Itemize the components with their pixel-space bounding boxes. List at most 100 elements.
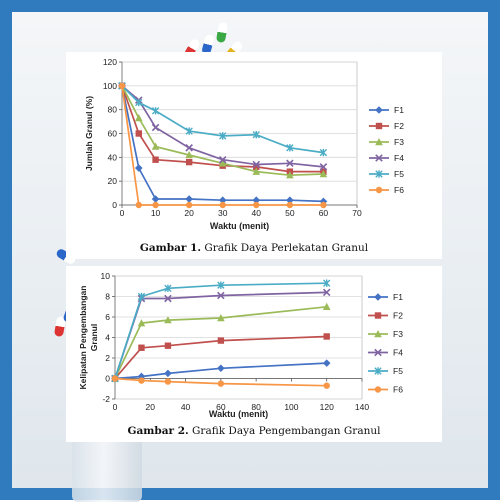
chart-2-data-point-f3 [217, 314, 225, 322]
chart-2-data-point-f2 [138, 344, 145, 351]
chart-2-data-point-f3 [137, 319, 146, 327]
chart-1-series-line-f3 [121, 85, 324, 177]
chart-2-legend-marker-f3 [374, 330, 382, 338]
chart-2-x-tick-label: 60 [216, 402, 226, 412]
chart-2-data-point-f3 [164, 316, 172, 324]
chart-1-series-f3 [118, 81, 328, 179]
chart-1-x-tick-label: 40 [252, 208, 262, 218]
chart-1-x-tick-label: 0 [120, 208, 125, 218]
chart-2-y-tick-label: 0 [105, 374, 110, 384]
figure-2-card: -2 0 2 4 6 8 10 0 20 40 60 80 100 120 140 Waktu (menit)… [66, 266, 442, 442]
chart-1-data-point-f1 [252, 196, 261, 205]
chart-1-legend-marker-f3 [375, 138, 383, 146]
chart-2-legend-label-f5: F5 [393, 366, 403, 376]
chart-2-data-point-f5 [137, 292, 146, 301]
chart-1-data-point-f5 [286, 144, 294, 152]
chart-2-data-point-f5 [323, 279, 331, 287]
chart-1-data-point-f3 [134, 114, 143, 122]
chart-2-legend-marker-f6 [374, 386, 382, 393]
chart-2-data-point-f5 [164, 284, 172, 292]
chart-1-data-point-f2 [253, 163, 260, 171]
chart-1-y-tick-label: 60 [108, 129, 118, 139]
chart-1-data-point-f3 [286, 171, 294, 179]
chart-2-series-f6 [111, 375, 330, 389]
chart-2-y-tick-label: 10 [101, 271, 111, 281]
figure-2-caption: Gambar 2. Grafik Daya Pengembangan Granu… [127, 425, 381, 437]
chart-2-y-axis-title: Kelipatan Pengembangan [78, 286, 88, 390]
chart-2-x-tick-label: 140 [355, 402, 369, 412]
chart-2-data-point-f6 [138, 377, 145, 384]
chart-1-data-point-f2 [185, 158, 193, 166]
chart-2-x-axis-title: Waktu (menit) [209, 409, 268, 419]
chart-2-x-tick-label: 120 [320, 402, 334, 412]
chart-1-data-point-f5 [135, 98, 143, 107]
chart-2-data-point-f1 [322, 359, 331, 367]
chart-1-data-point-f3 [252, 167, 261, 175]
figure-1-card: 0 20 40 60 80 100 120 0 10 20 30 40 50 60 70 Waktu (men… [66, 52, 442, 259]
chart-1-data-point-f4 [151, 123, 160, 132]
chart-1-legend-marker-f2 [375, 122, 383, 130]
chart-1-legend-label-f4: F4 [394, 153, 404, 163]
chart-2-data-point-f3 [322, 302, 331, 310]
chart-2-data-point-f6 [111, 375, 119, 382]
chart-1-data-point-f6 [286, 201, 294, 209]
chart-2-series-f2 [111, 333, 330, 382]
chart-1-x-axis-title: Waktu (menit) [210, 221, 269, 231]
chart-2-x-tick-label: 20 [146, 402, 156, 412]
chart-1-data-point-f4 [252, 160, 261, 169]
chart-1-y-tick-label: 80 [108, 105, 118, 115]
chart-1-data-point-f6 [185, 201, 193, 209]
chart-2-legend-marker-f2 [374, 312, 382, 319]
chart-2-y-axis-title: Granul [89, 324, 99, 351]
chart-1-data-point-f5 [185, 127, 193, 135]
chart-1-y-tick-label: 100 [103, 81, 117, 91]
chart-1-data-point-f4 [218, 155, 227, 164]
chart-1-x-tick-label: 60 [319, 208, 329, 218]
chart-1-x-tick-label: 50 [285, 208, 295, 218]
chart-1-x-tick-label: 10 [151, 208, 161, 218]
chart-2-y-tick-label: -2 [102, 394, 110, 404]
chart-1-x-tick-label: 30 [218, 208, 228, 218]
chart-1-data-point-f1 [185, 195, 193, 203]
chart-1-data-point-f4 [286, 159, 294, 168]
chart-1-series-line-f1 [121, 85, 324, 203]
chart-1-data-point-f2 [135, 130, 142, 137]
chart-2-x-tick-label: 100 [284, 402, 298, 412]
chart-1-data-point-f3 [319, 170, 328, 178]
capsule-image [215, 21, 229, 44]
chart-2-data-point-f1 [164, 369, 172, 378]
chart-2-legend-label-f1: F1 [393, 292, 403, 302]
chart-1-data-point-f5 [151, 107, 160, 115]
chart-1-data-point-f6 [320, 201, 327, 209]
chart-1-data-point-f6 [219, 201, 226, 209]
chart-1-data-point-f5 [219, 132, 227, 140]
chart-2-legend-label-f3: F3 [393, 329, 403, 339]
chart-1-y-axis-title: Jumlah Granul (%) [84, 96, 94, 171]
chart-1-data-point-f1 [319, 197, 328, 206]
chart-1-data-point-f6 [135, 201, 142, 209]
chart-1-series-line-f5 [121, 85, 324, 154]
chart-1-series-f1 [118, 82, 328, 206]
chart-2-legend-marker-f5 [374, 367, 382, 375]
chart-1-data-point-f1 [218, 196, 227, 205]
chart-2-legend-label-f6: F6 [393, 385, 403, 395]
chart-2-data-point-f1 [217, 364, 225, 373]
chart-1-x-tick-label: 70 [352, 208, 362, 218]
chart-2-data-point-f2 [323, 333, 330, 340]
chart-2-data-point-f4 [322, 288, 331, 297]
chart-2-legend-label-f2: F2 [393, 311, 403, 321]
chart-2-data-point-f2 [217, 337, 225, 344]
chart-2-data-point-f4 [217, 291, 225, 300]
chart-1-legend-marker-f4 [375, 154, 383, 162]
chart-1-y-tick-label: 20 [108, 176, 118, 186]
chart-2-legend-marker-f1 [374, 293, 382, 301]
chart-1-data-point-f3 [151, 142, 160, 150]
chart-2-y-tick-label: 2 [105, 353, 110, 363]
chart-1-data-point-f1 [286, 196, 294, 205]
chart-2-x-tick-label: 80 [251, 402, 261, 412]
chart-1-legend-label-f6: F6 [394, 185, 404, 195]
figure-1-caption: Gambar 1. Grafik Daya Perlekatan Granul [139, 242, 369, 254]
chart-1-legend-label-f3: F3 [394, 137, 404, 147]
chart-1-legend-marker-f6 [375, 186, 383, 194]
